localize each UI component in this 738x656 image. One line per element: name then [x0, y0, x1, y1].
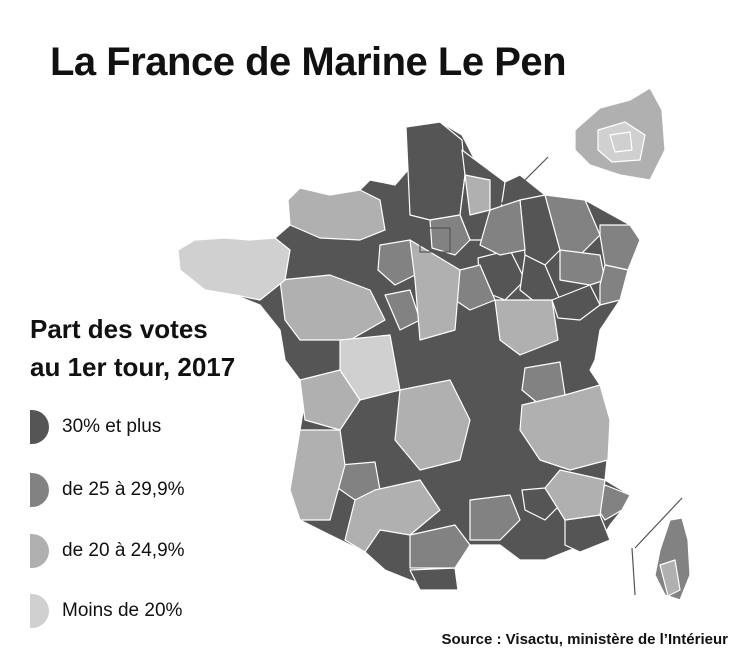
- legend-label: de 20 à 24,9%: [62, 540, 185, 561]
- region-herault: [409, 524, 471, 569]
- idf-inset: [574, 87, 666, 181]
- legend-title-line-1: Part des votes: [30, 314, 208, 344]
- region-haute-saone: [551, 284, 601, 321]
- region-eure-et-loir: [377, 239, 416, 286]
- idf-inset-line: [499, 156, 549, 206]
- region-bas-rhin: [599, 224, 641, 271]
- region-normandie: [287, 187, 386, 241]
- region-vosges: [559, 249, 606, 286]
- region-bretagne: [177, 237, 291, 301]
- legend-swatch-20-24-icon: [30, 534, 49, 568]
- region-rhone-alpes: [519, 384, 611, 471]
- region-centre: [409, 239, 461, 341]
- region-nord: [405, 121, 466, 221]
- legend-label: de 25 à 29,9%: [62, 479, 185, 500]
- region-bourgogne: [494, 299, 559, 356]
- legend-label: Moins de 20%: [62, 600, 183, 621]
- region-paca-north: [544, 469, 606, 521]
- corsica-south: [659, 559, 681, 597]
- region-midi-pyrenees: [344, 479, 441, 553]
- region-pays-de-la-loire: [279, 274, 386, 341]
- legend-item-25-29: de 25 à 29,9%: [30, 473, 185, 507]
- region-gard: [469, 494, 521, 541]
- region-haut-rhin: [599, 264, 629, 306]
- region-massif-central: [394, 379, 471, 471]
- corsica-inset-line-2: [634, 497, 683, 549]
- map-title: La France de Marine Le Pen: [50, 40, 567, 84]
- legend-title: Part des votes au 1er tour, 2017: [30, 310, 235, 386]
- region-aquitaine: [289, 429, 346, 521]
- legend-label: 30% et plus: [62, 416, 162, 437]
- idf-zoom-box: [419, 227, 451, 253]
- legend-swatch-30-plus-icon: [30, 410, 49, 444]
- corsica-inset-line-1: [631, 547, 636, 596]
- region-pyrenees-orientales: [409, 567, 459, 591]
- legend-title-line-2: au 1er tour, 2017: [30, 352, 236, 382]
- region-moselle: [544, 194, 601, 256]
- legend-item-20-24: de 20 à 24,9%: [30, 534, 185, 568]
- region-west-center: [339, 334, 401, 401]
- source-credit: Source : Visactu, ministère de l’Intérie…: [441, 631, 729, 648]
- region-marne: [479, 199, 526, 256]
- legend-swatch-25-29-icon: [30, 473, 49, 507]
- legend-swatch-below-20-icon: [30, 594, 49, 628]
- region-poitou: [299, 369, 361, 431]
- legend-item-below-20: Moins de 20%: [30, 594, 182, 628]
- region-somme-aisne-band: [464, 174, 491, 216]
- legend-item-30-plus: 30% et plus: [30, 410, 161, 444]
